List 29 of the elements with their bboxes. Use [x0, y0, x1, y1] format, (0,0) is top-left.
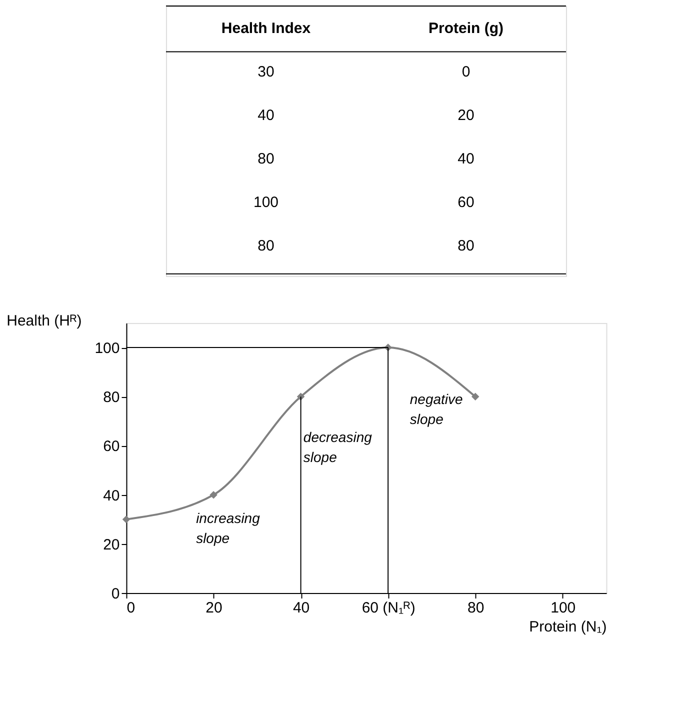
text: 60: [458, 194, 474, 211]
y-tick-label: 0: [111, 586, 120, 602]
y-tick-label: 80: [103, 389, 120, 406]
text: 80: [258, 150, 274, 168]
y-axis-title: Health (Hᴿ): [6, 312, 82, 330]
x-tick-label: 100: [550, 600, 576, 616]
x-axis-title: Protein (N₁): [529, 618, 607, 636]
text: 40: [458, 150, 474, 168]
text: 100: [253, 194, 279, 211]
x-tick-label: 20: [206, 600, 222, 616]
y-tick-label: 20: [103, 536, 120, 554]
annotation: decreasing slope: [303, 429, 372, 465]
text: 0: [462, 63, 470, 80]
text: 40: [258, 106, 274, 124]
y-tick-label: 60: [103, 438, 120, 456]
text: 20: [458, 106, 474, 124]
annotation: increasing slope: [196, 510, 260, 546]
x-tick-label: 60 (N₁ᴿ): [362, 600, 416, 616]
x-tick-label: 0: [126, 600, 136, 616]
text: 80: [458, 238, 474, 255]
x-tick-label: 40: [292, 600, 310, 616]
text: Health Index: [221, 20, 312, 37]
text: 80: [258, 238, 274, 255]
y-tick-label: 40: [103, 487, 120, 504]
x-tick-label: 80: [467, 600, 484, 616]
annotation: negative slope: [410, 391, 464, 428]
text: Protein (g): [428, 20, 504, 37]
text: 30: [258, 63, 274, 80]
y-tick-label: 100: [94, 340, 120, 358]
